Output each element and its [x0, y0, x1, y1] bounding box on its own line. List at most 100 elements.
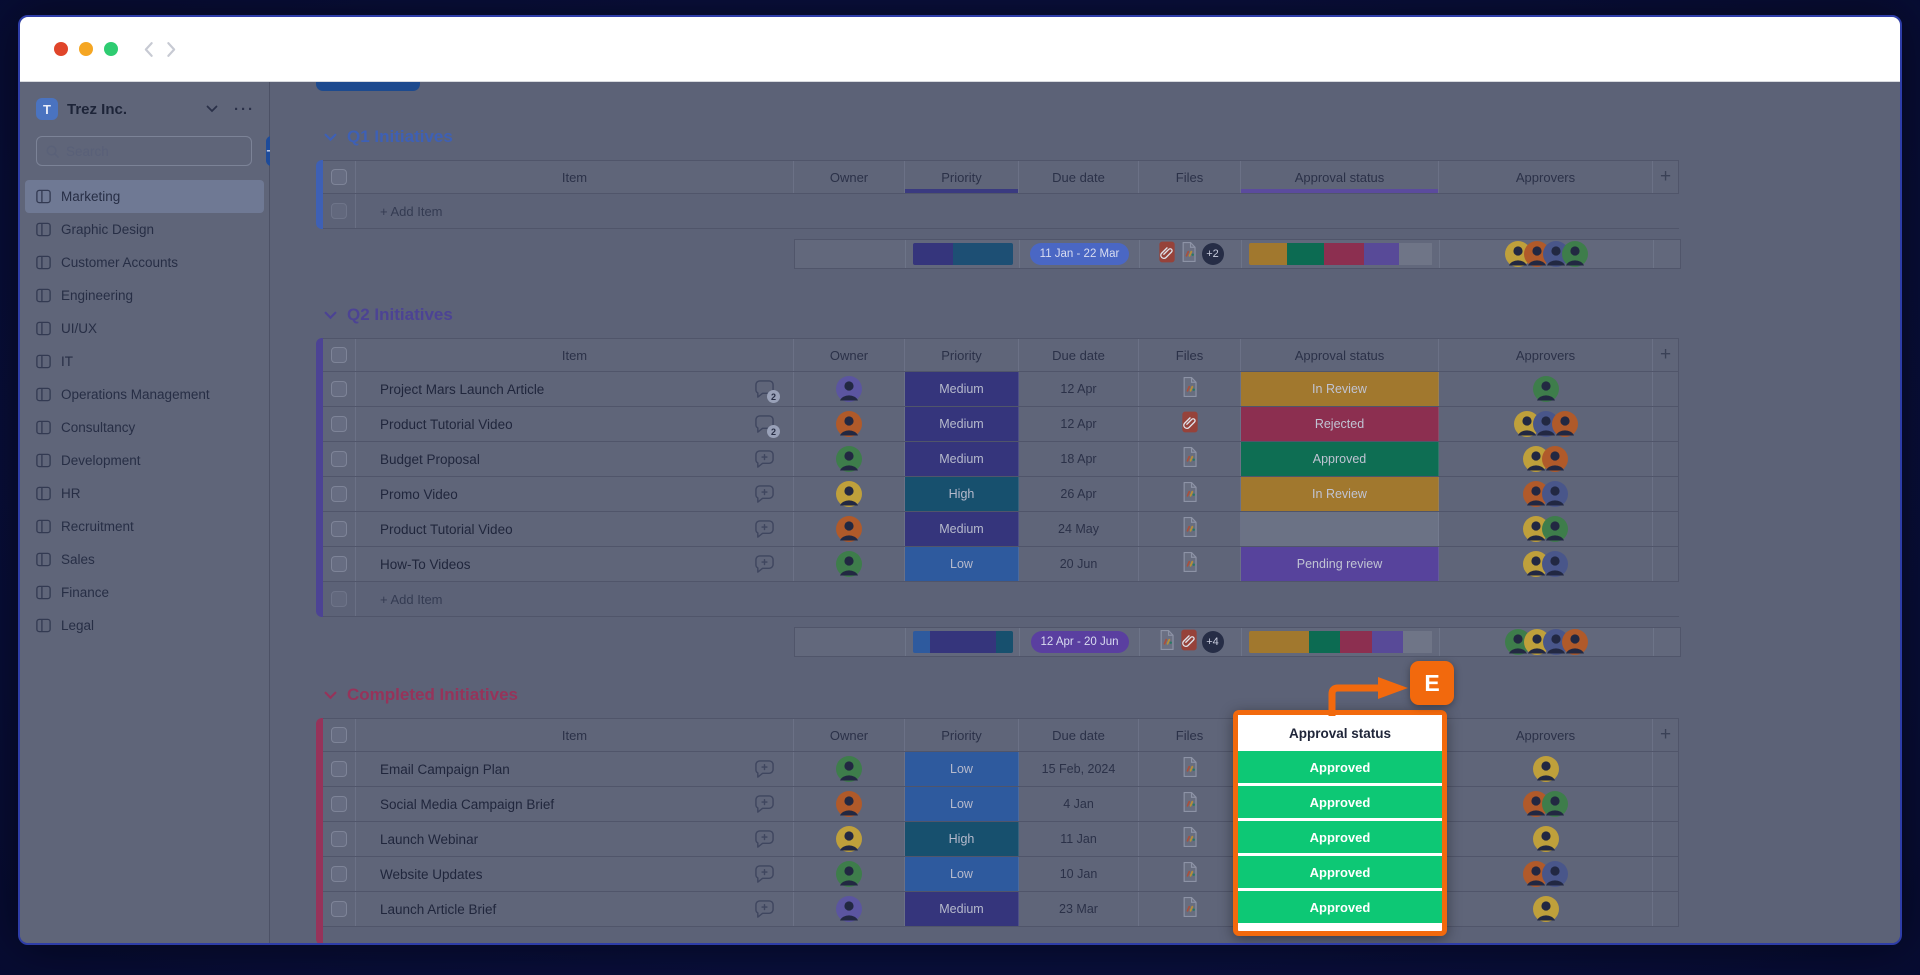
owner-avatar[interactable]: [836, 861, 862, 887]
sidebar-item-hr[interactable]: HR: [25, 477, 264, 510]
sidebar-item-graphic-design[interactable]: Graphic Design: [25, 213, 264, 246]
owner-avatar[interactable]: [836, 516, 862, 542]
priority-cell[interactable]: High: [905, 477, 1019, 511]
row-checkbox[interactable]: [331, 416, 347, 432]
approval-status-cell[interactable]: In Review: [1241, 477, 1439, 511]
search-box[interactable]: [36, 136, 252, 166]
priority-cell[interactable]: Medium: [905, 442, 1019, 476]
approver-avatar[interactable]: [1532, 376, 1559, 402]
owner-avatar[interactable]: [836, 896, 862, 922]
approval-status-cell[interactable]: [1241, 512, 1439, 546]
approvers-cell[interactable]: [1439, 752, 1653, 786]
approval-status-cell[interactable]: Rejected: [1241, 407, 1439, 441]
due-date-cell[interactable]: 10 Jan: [1019, 857, 1139, 891]
priority-cell[interactable]: Medium: [905, 372, 1019, 406]
row-checkbox[interactable]: [331, 761, 347, 777]
add-item-label[interactable]: + Add Item: [380, 203, 443, 219]
approver-avatar[interactable]: [1505, 241, 1531, 267]
column-header-item[interactable]: Item: [356, 339, 794, 371]
approval-cell-approved[interactable]: Approved: [1238, 751, 1442, 783]
approver-avatar[interactable]: [1543, 629, 1569, 655]
due-date-cell[interactable]: 26 Apr: [1019, 477, 1139, 511]
sidebar-item-consultancy[interactable]: Consultancy: [25, 411, 264, 444]
priority-cell[interactable]: Medium: [905, 892, 1019, 926]
approver-avatar[interactable]: [1523, 861, 1549, 887]
approval-status-cell[interactable]: Approved: [1241, 442, 1439, 476]
files-cell[interactable]: [1139, 372, 1241, 406]
approver-avatar[interactable]: [1542, 861, 1568, 887]
due-date-cell[interactable]: 12 Apr: [1019, 407, 1139, 441]
group-title[interactable]: Q1 Initiatives: [347, 127, 453, 146]
column-header-approval-status[interactable]: Approval status: [1238, 715, 1442, 751]
priority-cell[interactable]: Low: [905, 547, 1019, 581]
item-name[interactable]: How-To Videos: [380, 556, 471, 572]
sidebar-item-it[interactable]: IT: [25, 345, 264, 378]
approver-avatar[interactable]: [1532, 756, 1559, 782]
files-cell[interactable]: [1139, 857, 1241, 891]
files-cell[interactable]: [1139, 822, 1241, 856]
approvers-cell[interactable]: [1439, 477, 1653, 511]
chat-button[interactable]: 2: [754, 414, 780, 438]
column-header-priority[interactable]: Priority: [905, 339, 1019, 371]
owner-avatar[interactable]: [836, 791, 862, 817]
column-header-due[interactable]: Due date: [1019, 161, 1139, 193]
approver-avatar[interactable]: [1523, 516, 1549, 542]
owner-avatar[interactable]: [836, 376, 862, 402]
item-name[interactable]: Launch Article Brief: [380, 901, 497, 917]
due-date-cell[interactable]: 23 Mar: [1019, 892, 1139, 926]
item-name[interactable]: Email Campaign Plan: [380, 761, 510, 777]
row-checkbox[interactable]: [331, 486, 347, 502]
approval-cell-approved[interactable]: Approved: [1238, 821, 1442, 853]
column-header-approvers[interactable]: Approvers: [1439, 339, 1653, 371]
chat-button[interactable]: [754, 864, 775, 884]
sidebar-item-ui-ux[interactable]: UI/UX: [25, 312, 264, 345]
approver-avatar[interactable]: [1532, 411, 1559, 437]
approver-avatar[interactable]: [1513, 411, 1540, 437]
row-checkbox[interactable]: [331, 451, 347, 467]
sidebar-item-marketing[interactable]: Marketing: [25, 180, 264, 213]
approval-status-cell[interactable]: Pending review: [1241, 547, 1439, 581]
due-date-cell[interactable]: 24 May: [1019, 512, 1139, 546]
column-header-priority[interactable]: Priority: [905, 719, 1019, 751]
column-header-due[interactable]: Due date: [1019, 719, 1139, 751]
approvers-cell[interactable]: [1439, 407, 1653, 441]
column-header-approvers[interactable]: Approvers: [1439, 719, 1653, 751]
approval-cell-approved[interactable]: Approved: [1238, 856, 1442, 888]
approver-avatar[interactable]: [1542, 481, 1568, 507]
sidebar-item-recruitment[interactable]: Recruitment: [25, 510, 264, 543]
add-column-button[interactable]: +: [1653, 339, 1679, 371]
priority-cell[interactable]: Low: [905, 787, 1019, 821]
zoom-window-button[interactable]: [104, 42, 118, 56]
forward-button[interactable]: [166, 41, 177, 58]
add-item-row[interactable]: + Add Item: [323, 194, 1679, 229]
item-name[interactable]: Budget Proposal: [380, 451, 480, 467]
sidebar-item-legal[interactable]: Legal: [25, 609, 264, 642]
chevron-down-icon[interactable]: [324, 133, 337, 142]
row-checkbox[interactable]: [331, 866, 347, 882]
item-name[interactable]: Social Media Campaign Brief: [380, 796, 555, 812]
chat-button[interactable]: [754, 484, 775, 504]
column-header-files[interactable]: Files: [1139, 339, 1241, 371]
back-button[interactable]: [143, 41, 154, 58]
group-title[interactable]: Completed Initiatives: [347, 685, 518, 704]
row-checkbox[interactable]: [331, 521, 347, 537]
approvers-cell[interactable]: [1439, 857, 1653, 891]
sidebar-item-operations-management[interactable]: Operations Management: [25, 378, 264, 411]
add-item-row[interactable]: + Add Item: [323, 582, 1679, 617]
approver-avatar[interactable]: [1524, 241, 1550, 267]
column-header-approval[interactable]: Approval status: [1241, 339, 1439, 371]
approvers-cell[interactable]: [1439, 822, 1653, 856]
files-cell[interactable]: [1139, 512, 1241, 546]
column-header-owner[interactable]: Owner: [794, 719, 905, 751]
due-date-cell[interactable]: 20 Jun: [1019, 547, 1139, 581]
approver-avatar[interactable]: [1523, 446, 1549, 472]
item-name[interactable]: Website Updates: [380, 866, 483, 882]
approver-avatar[interactable]: [1562, 629, 1588, 655]
column-header-priority[interactable]: Priority: [905, 161, 1019, 193]
add-item-label[interactable]: + Add Item: [380, 591, 443, 607]
files-cell[interactable]: [1139, 547, 1241, 581]
approvers-cell[interactable]: [1439, 442, 1653, 476]
approver-avatar[interactable]: [1542, 551, 1568, 577]
approver-avatar[interactable]: [1543, 241, 1569, 267]
chat-button[interactable]: 2: [754, 379, 780, 403]
